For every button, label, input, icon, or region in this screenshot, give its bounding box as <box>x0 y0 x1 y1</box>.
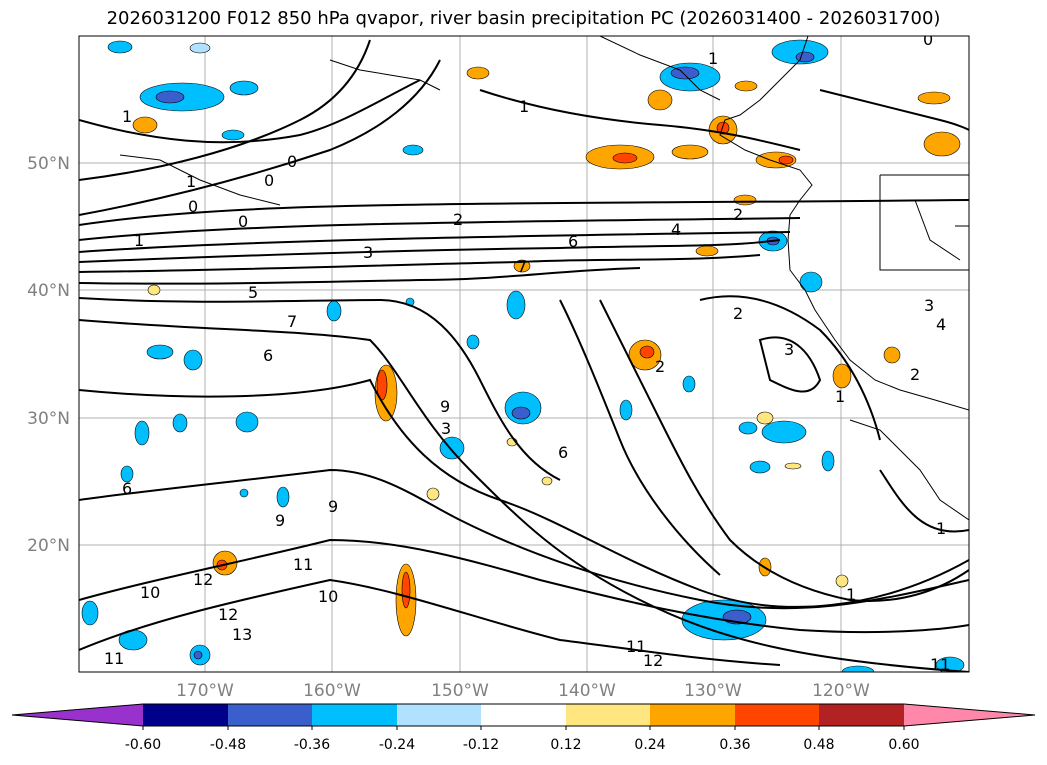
lon-label-140w: 140°W <box>558 681 616 701</box>
colorbar-tick-label: 0.60 <box>888 737 919 753</box>
contour-label: 4 <box>936 315 946 334</box>
gridlines <box>79 36 969 672</box>
contour-label: 1 <box>519 97 529 116</box>
contour-label: 6 <box>558 443 568 462</box>
contour-label: 6 <box>263 346 273 365</box>
lon-label-150w: 150°W <box>431 681 489 701</box>
contour-label: 1 <box>835 387 845 406</box>
lat-labels: 50°N 40°N 30°N 20°N <box>27 154 70 556</box>
colorbar-tick-label: 0.24 <box>634 737 665 753</box>
colorbar-segment <box>143 704 228 726</box>
colorbar-tick-label: -0.36 <box>294 737 330 753</box>
contour-label: 1 <box>936 519 946 538</box>
contour-label: 13 <box>232 625 252 644</box>
colorbar-segment <box>566 704 650 726</box>
lon-label-120w: 120°W <box>812 681 870 701</box>
contour-label: 0 <box>264 171 274 190</box>
lon-label-160w: 160°W <box>303 681 361 701</box>
contour-label: 1 <box>708 49 718 68</box>
coastlines <box>119 36 969 521</box>
lon-label-170w: 170°W <box>176 681 234 701</box>
contour-label: 9 <box>440 397 450 416</box>
contour-label: 0 <box>287 152 297 171</box>
lat-label-30n: 30°N <box>27 409 70 429</box>
contour-label: 2 <box>733 205 743 224</box>
lat-label-20n: 20°N <box>27 536 70 556</box>
contour-label: 10 <box>140 583 160 602</box>
colorbar-segment <box>312 704 397 726</box>
contour-label: 1 <box>122 107 132 126</box>
contour-label: 12 <box>643 651 663 670</box>
precip-shading <box>81 39 965 672</box>
colorbar-tick-label: -0.12 <box>463 737 499 753</box>
contour-label: 1 <box>134 231 144 250</box>
colorbar-segment <box>397 704 481 726</box>
qvapor-contours <box>79 39 969 672</box>
contour-label: 6 <box>568 232 578 251</box>
colorbar-segment <box>481 704 566 726</box>
contour-label: 3 <box>363 243 373 262</box>
lat-label-50n: 50°N <box>27 154 70 174</box>
colorbar-segment <box>819 704 904 726</box>
contour-label: 12 <box>218 605 238 624</box>
contour-label: 10 <box>318 587 338 606</box>
colorbar-segment <box>735 704 819 726</box>
colorbar-extend-high <box>904 704 1035 726</box>
contour-label: 11 <box>626 637 646 656</box>
map-panel: 1 0 0 1 0 0 1 0 1 2 3 4 5 6 7 6 7 2 2 3 … <box>79 30 969 674</box>
contour-label: 3 <box>784 340 794 359</box>
lat-label-40n: 40°N <box>27 281 70 301</box>
map-title: 2026031200 F012 850 hPa qvapor, river ba… <box>106 8 941 29</box>
colorbar-tick-label: -0.60 <box>125 737 161 753</box>
contour-label: 6 <box>122 479 132 498</box>
lon-label-130w: 130°W <box>684 681 742 701</box>
contour-label: 4 <box>671 220 681 239</box>
map-frame <box>78 35 970 673</box>
contour-label: 11 <box>104 649 124 668</box>
contour-label: 12 <box>193 570 213 589</box>
contour-label: 1 <box>186 172 196 191</box>
contour-label: 2 <box>453 210 463 229</box>
contour-label: 2 <box>910 365 920 384</box>
colorbar-tick-label: 0.36 <box>719 737 750 753</box>
contour-label: 3 <box>924 296 934 315</box>
contour-label: 7 <box>517 257 527 276</box>
contour-labels: 1 0 0 1 0 0 1 0 1 2 3 4 5 6 7 6 7 2 2 3 … <box>104 30 950 674</box>
colorbar-tick-label: -0.48 <box>210 737 246 753</box>
contour-label: 0 <box>188 197 198 216</box>
contour-label: 5 <box>248 283 258 302</box>
contour-label: 1 <box>846 585 856 604</box>
contour-label: 11 <box>293 555 313 574</box>
contour-label: 0 <box>238 212 248 231</box>
contour-label: 2 <box>733 304 743 323</box>
lon-labels: 170°W 160°W 150°W 140°W 130°W 120°W <box>176 681 870 701</box>
contour-label: 7 <box>287 312 297 331</box>
contour-label: 11 <box>930 655 950 674</box>
contour-label: 9 <box>275 511 285 530</box>
contour-label: 2 <box>655 357 665 376</box>
colorbar-tick-label: 0.12 <box>550 737 581 753</box>
contour-label: 9 <box>328 497 338 516</box>
contour-label: 0 <box>923 30 933 49</box>
colorbar: -0.60 -0.48 -0.36 -0.24 -0.12 0.12 0.24 … <box>11 703 1036 753</box>
colorbar-extend-low <box>12 704 143 726</box>
colorbar-tick-label: 0.48 <box>803 737 834 753</box>
colorbar-segment <box>228 704 312 726</box>
colorbar-tick-label: -0.24 <box>379 737 415 753</box>
colorbar-segment <box>650 704 735 726</box>
contour-label: 3 <box>441 419 451 438</box>
